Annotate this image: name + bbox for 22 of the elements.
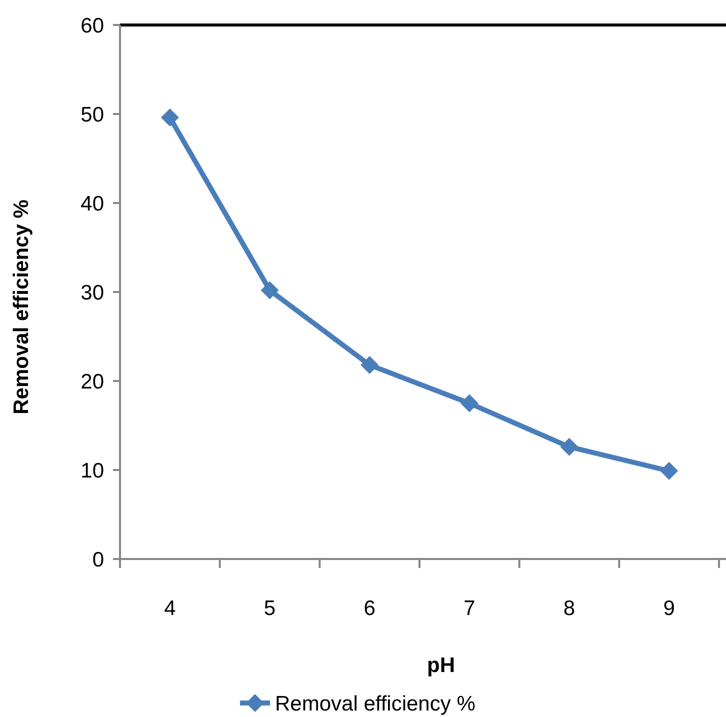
x-tick-label: 9 bbox=[663, 597, 675, 620]
y-tick-label: 60 bbox=[80, 14, 104, 38]
y-tick-label: 30 bbox=[80, 281, 104, 304]
point bbox=[660, 462, 678, 480]
point bbox=[560, 438, 578, 456]
x-tick-label: 5 bbox=[264, 597, 276, 620]
point bbox=[360, 356, 379, 374]
y-tick-label: 0 bbox=[92, 548, 104, 572]
x-tick-label: 7 bbox=[464, 597, 476, 620]
y-tick-label: 50 bbox=[80, 103, 104, 126]
x-axis-title: pH bbox=[427, 654, 455, 677]
x-tick-label: 8 bbox=[563, 597, 576, 620]
x-tick-label: 4 bbox=[164, 597, 176, 620]
y-tick-label: 10 bbox=[80, 459, 104, 482]
point bbox=[460, 394, 478, 412]
y-tick-label: 20 bbox=[80, 370, 104, 394]
y-tick-label: 40 bbox=[80, 192, 104, 216]
point bbox=[260, 281, 279, 300]
y-axis-title: Removal efficiency % bbox=[10, 199, 33, 414]
legend-label: Removal efficiency % bbox=[275, 692, 476, 716]
x-tick-label: 6 bbox=[364, 597, 376, 620]
point bbox=[160, 108, 179, 127]
